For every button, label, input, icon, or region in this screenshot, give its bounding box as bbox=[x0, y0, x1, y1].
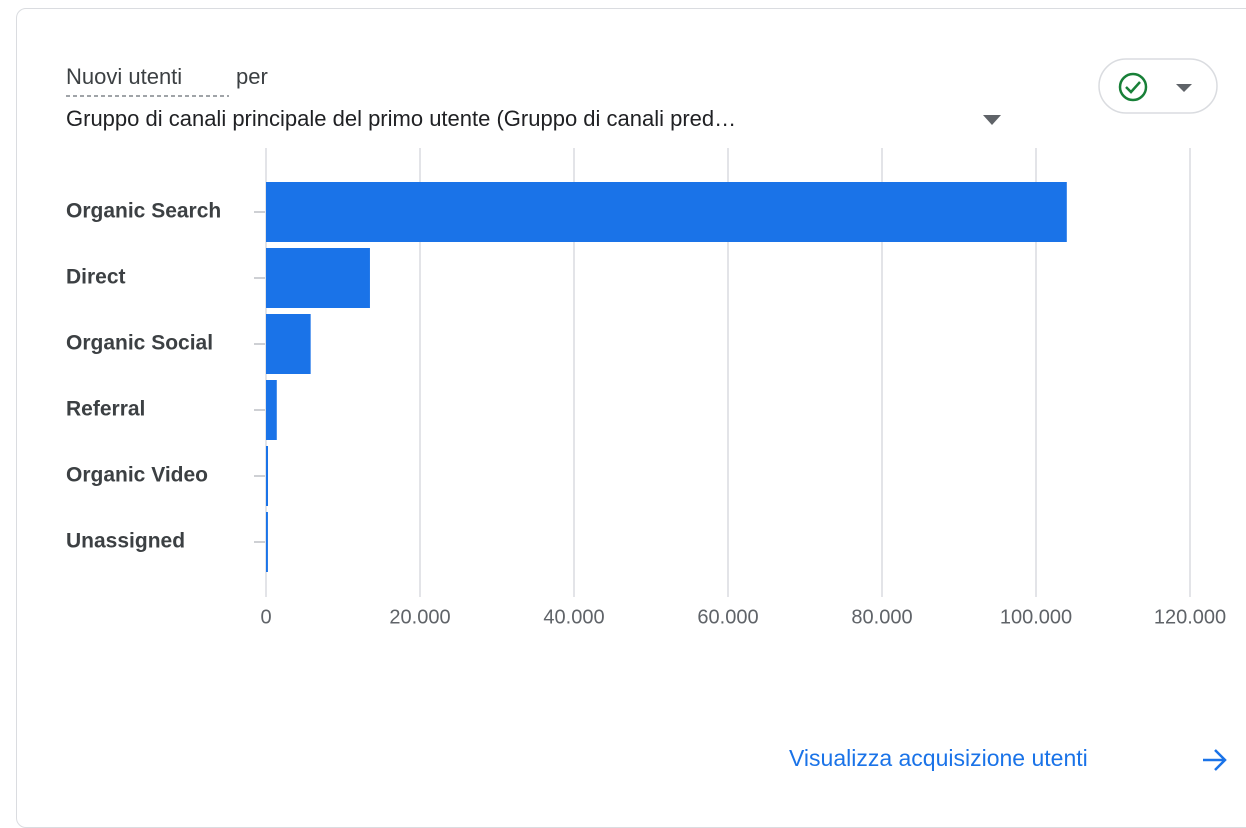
x-tick-label: 60.000 bbox=[697, 606, 758, 628]
check-icon bbox=[1118, 72, 1148, 102]
x-tick-label: 120.000 bbox=[1154, 606, 1226, 628]
y-tick-label: Direct bbox=[66, 266, 126, 289]
link[interactable]: Visualizza acquisizione utenti bbox=[789, 745, 1088, 771]
bar bbox=[266, 380, 277, 440]
status-button[interactable] bbox=[1098, 58, 1218, 114]
y-tick-label: Organic Search bbox=[66, 200, 221, 223]
page: {"chart_data": {"type": "bar", "orientat… bbox=[16, 8, 1246, 828]
title-suffix: per bbox=[236, 64, 268, 89]
bar bbox=[266, 182, 1067, 242]
y-tick-label: Organic Video bbox=[66, 464, 208, 487]
chart-title[interactable]: Nuovi utenti bbox=[66, 64, 182, 89]
bar bbox=[266, 446, 269, 506]
chart-subtitle[interactable]: Gruppo di canali principale del primo ut… bbox=[66, 106, 736, 131]
x-tick-label: 20.000 bbox=[389, 606, 450, 628]
x-tick-label: 100.000 bbox=[1000, 606, 1072, 628]
link-arrow[interactable] bbox=[1203, 749, 1227, 771]
chart: Nuovi utenti per Gruppo di canali princi… bbox=[66, 58, 1227, 771]
y-tick-label: Organic Social bbox=[66, 332, 213, 355]
x-tick-label: 80.000 bbox=[851, 606, 912, 628]
y-tick-label: Unassigned bbox=[66, 530, 185, 553]
button-arrow bbox=[1176, 84, 1192, 92]
bar bbox=[266, 314, 311, 374]
x-tick-label: 0 bbox=[260, 606, 271, 628]
bar bbox=[266, 248, 370, 308]
x-tick-label: 40.000 bbox=[543, 606, 604, 628]
check-mark bbox=[1125, 81, 1141, 94]
y-tick-label: Referral bbox=[66, 398, 145, 421]
bar bbox=[266, 512, 268, 572]
dropdown-arrow[interactable] bbox=[983, 115, 1001, 125]
